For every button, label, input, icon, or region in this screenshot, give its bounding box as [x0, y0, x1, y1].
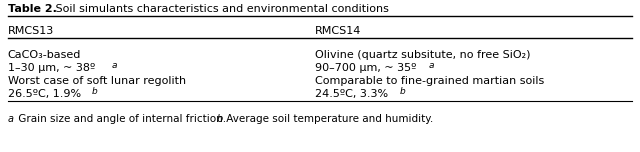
Text: Olivine (quartz subsitute, no free SiO₂): Olivine (quartz subsitute, no free SiO₂)	[315, 50, 531, 60]
Text: Soil simulants characteristics and environmental conditions: Soil simulants characteristics and envir…	[52, 4, 388, 14]
Text: Table 2.: Table 2.	[8, 4, 56, 14]
Text: RMCS13: RMCS13	[8, 26, 54, 36]
Text: 26.5ºC, 1.9%: 26.5ºC, 1.9%	[8, 89, 81, 99]
Text: a: a	[111, 61, 117, 70]
Text: b: b	[216, 114, 223, 124]
Text: 24.5ºC, 3.3%: 24.5ºC, 3.3%	[315, 89, 388, 99]
Text: Comparable to fine-grained martian soils: Comparable to fine-grained martian soils	[315, 76, 544, 86]
Text: 1–30 μm, ~ 38º: 1–30 μm, ~ 38º	[8, 63, 95, 73]
Text: RMCS14: RMCS14	[315, 26, 361, 36]
Text: CaCO₃-based: CaCO₃-based	[8, 50, 81, 60]
Text: b: b	[399, 87, 405, 96]
Text: Grain size and angle of internal friction.: Grain size and angle of internal frictio…	[15, 114, 226, 124]
Text: Worst case of soft lunar regolith: Worst case of soft lunar regolith	[8, 76, 186, 86]
Text: b: b	[92, 87, 98, 96]
Text: a: a	[429, 61, 435, 70]
Text: a: a	[8, 114, 13, 124]
Text: 90–700 μm, ~ 35º: 90–700 μm, ~ 35º	[315, 63, 416, 73]
Text: Average soil temperature and humidity.: Average soil temperature and humidity.	[223, 114, 433, 124]
